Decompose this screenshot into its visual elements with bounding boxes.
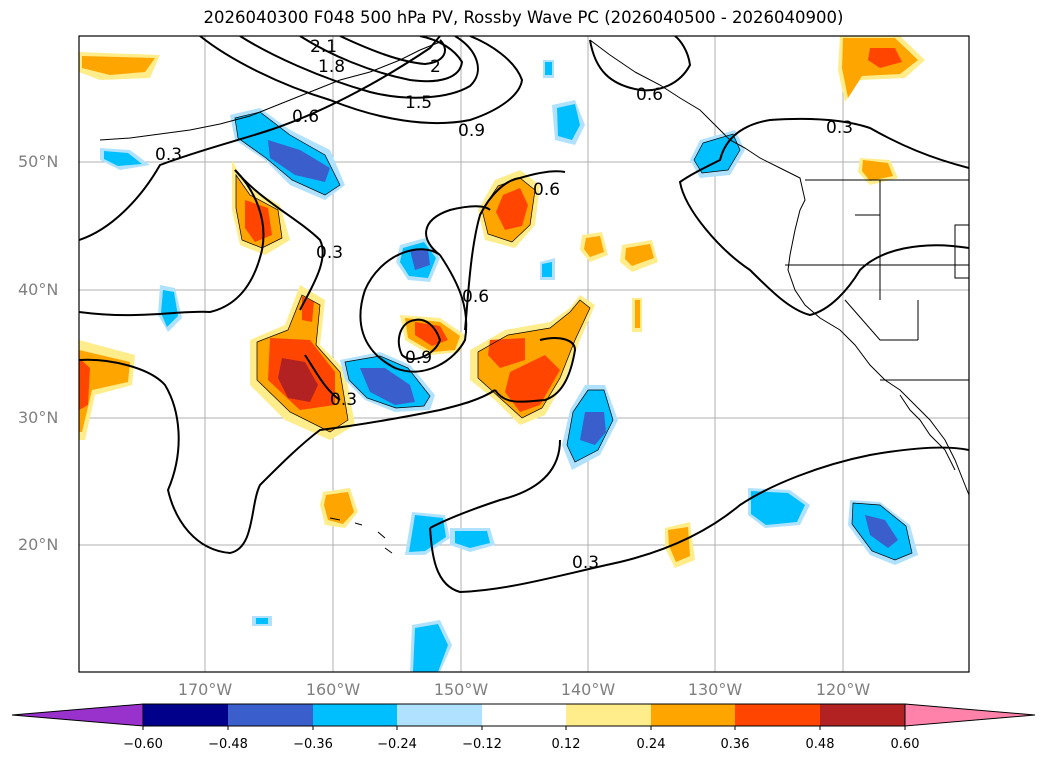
colorbar-bin	[143, 704, 228, 726]
colorbar-tick-label: 0.48	[805, 737, 835, 752]
contour-label: 0.3	[155, 145, 182, 165]
lat-label: 20°N	[18, 535, 59, 554]
map-title: 2026040300 F048 500 hPa PV, Rossby Wave …	[203, 8, 844, 27]
contour-label: 2	[430, 57, 441, 77]
contour-label: 0.3	[826, 118, 853, 138]
contour-label: 0.6	[533, 180, 560, 200]
lon-label: 120°W	[815, 680, 871, 699]
map-area: 2.1 1.8 2 1.5 0.9 0.6 0.6 0.3 0.3 0.3 0.…	[79, 36, 969, 672]
colorbar-bin	[228, 704, 313, 726]
contour-label: 0.9	[405, 348, 432, 368]
colorbar-bin	[820, 704, 905, 726]
colorbar-tick-label: 0.36	[720, 737, 750, 752]
colorbar-tick-label: 0.24	[636, 737, 666, 752]
contour-label: 0.6	[462, 287, 489, 307]
contour-labels: 2.1 1.8 2 1.5 0.9 0.6 0.6 0.3 0.3 0.3 0.…	[155, 37, 853, 573]
colorbar-tick-label: −0.60	[123, 737, 163, 752]
colorbar-bin	[397, 704, 482, 726]
map-frame	[78, 35, 970, 673]
contour-label: 0.3	[572, 553, 599, 573]
lon-label: 130°W	[687, 680, 743, 699]
contour-label: 2.1	[310, 37, 337, 57]
colorbar-bin	[482, 704, 566, 726]
colorbar-tick-label: −0.12	[462, 737, 502, 752]
positive-anomalies	[79, 36, 925, 568]
lon-label: 150°W	[433, 680, 489, 699]
colorbar-tick-label: −0.48	[208, 737, 248, 752]
contour-label: 0.6	[292, 107, 319, 127]
colorbar-extend-left	[11, 703, 144, 727]
contour-label: 0.9	[458, 121, 485, 141]
lat-label: 50°N	[18, 152, 59, 171]
colorbar-bin	[566, 704, 651, 726]
colorbar-tick-label: −0.24	[377, 737, 417, 752]
negative-anomalies	[100, 100, 918, 672]
colorbar	[11, 703, 1036, 730]
colorbar-bin	[651, 704, 735, 726]
colorbar-tick-label: −0.36	[293, 737, 333, 752]
lon-label: 170°W	[177, 680, 233, 699]
colorbar-tick-label: 0.12	[551, 737, 581, 752]
lon-label: 140°W	[560, 680, 616, 699]
contour-label: 1.8	[318, 57, 345, 77]
colorbar-bin	[313, 704, 397, 726]
contour-label: 1.5	[405, 93, 432, 113]
contour-label: 0.6	[636, 85, 663, 105]
contour-label: 0.3	[330, 390, 357, 410]
contour-label: 0.3	[316, 243, 343, 263]
coastlines	[99, 39, 969, 554]
colorbar-bin	[735, 704, 820, 726]
lon-label: 160°W	[305, 680, 361, 699]
pv-contours	[79, 36, 969, 594]
colorbar-tick-label: 0.60	[890, 737, 920, 752]
lat-label: 40°N	[18, 280, 59, 299]
colorbar-extend-right	[904, 703, 1036, 727]
anomaly-outlines	[234, 111, 913, 561]
lat-label: 30°N	[18, 408, 59, 427]
